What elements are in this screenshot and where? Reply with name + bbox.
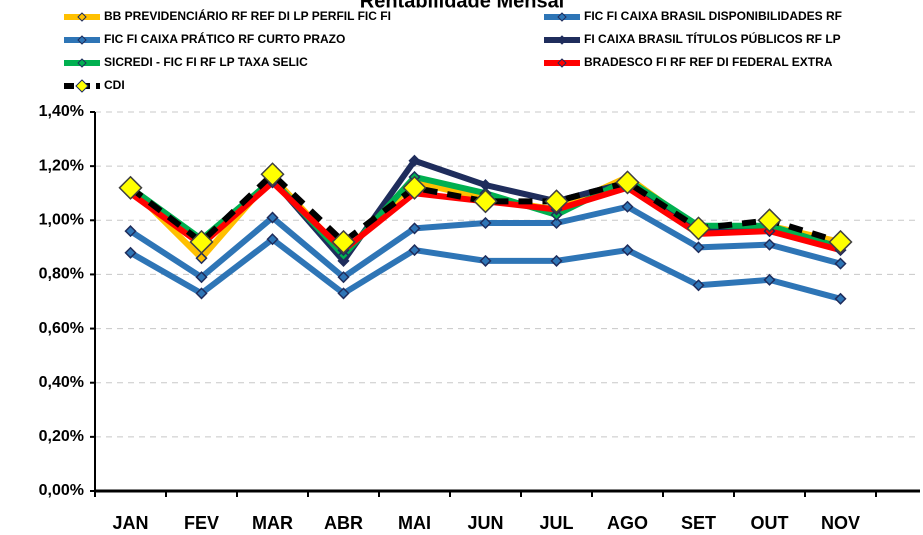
data-point [337, 271, 350, 284]
legend-label: BB PREVIDENCIÁRIO RF REF DI LP PERFIL FI… [104, 8, 391, 23]
y-tick-label: 0,60% [39, 320, 84, 337]
legend-label: CDI [104, 78, 125, 92]
legend-label: FIC FI CAIXA PRÁTICO RF CURTO PRAZO [104, 31, 345, 46]
data-point [195, 271, 208, 284]
x-tick-label: SET [681, 513, 716, 533]
data-point [408, 154, 421, 167]
data-point [828, 229, 853, 255]
data-point [479, 254, 492, 267]
legend-marker [77, 58, 87, 68]
data-point [118, 175, 143, 200]
x-tick-label: FEV [184, 513, 219, 533]
y-tick-label: 0,00% [39, 482, 84, 499]
y-tick-label: 0,80% [39, 266, 84, 283]
data-point [615, 170, 640, 195]
data-point [266, 211, 279, 224]
data-point [763, 238, 776, 251]
data-point [260, 162, 285, 187]
data-point [692, 241, 705, 254]
x-tick-label: AGO [607, 513, 648, 533]
data-point [621, 200, 634, 213]
data-point [337, 287, 350, 300]
legend-label: FI CAIXA BRASIL TÍTULOS PÚBLICOS RF LP [584, 31, 841, 46]
data-point [189, 229, 214, 255]
y-tick-label: 1,40% [39, 103, 84, 120]
data-point [834, 257, 847, 270]
data-point [834, 292, 847, 305]
data-point [124, 246, 137, 259]
x-tick-label: NOV [821, 513, 860, 533]
x-tick-label: ABR [324, 513, 363, 533]
legend-marker [77, 35, 87, 45]
data-point [550, 216, 563, 230]
data-point [124, 225, 137, 238]
data-point [408, 222, 421, 235]
x-tick-label: JUN [467, 513, 503, 533]
x-tick-label: JUL [539, 513, 573, 533]
data-point [402, 175, 427, 200]
legend-marker [77, 12, 87, 22]
x-tick-label: MAR [252, 513, 293, 533]
legend-marker [557, 58, 567, 68]
legend-label: BRADESCO FI RF REF DI FEDERAL EXTRA [584, 55, 833, 69]
data-point [757, 208, 782, 233]
legend-marker [557, 12, 567, 22]
legend-label: SICREDI - FIC FI RF LP TAXA SELIC [104, 55, 308, 69]
data-point [621, 244, 634, 257]
legend-marker [75, 79, 89, 93]
x-tick-label: JAN [112, 513, 148, 533]
y-tick-label: 0,20% [39, 428, 84, 445]
data-point [763, 273, 776, 286]
y-tick-label: 1,20% [39, 157, 84, 174]
data-point [479, 216, 492, 230]
data-point [473, 189, 498, 214]
series-line [128, 171, 842, 245]
legend-label: FIC FI CAIXA BRASIL DISPONIBILIDADES RF [584, 9, 842, 23]
data-point [550, 254, 563, 267]
data-point [331, 229, 356, 255]
chart-title: Rentabilidade Mensal [360, 0, 565, 12]
data-point [266, 233, 279, 246]
y-tick-label: 1,00% [39, 212, 84, 229]
x-tick-label: MAI [398, 513, 431, 533]
data-point [544, 189, 569, 214]
data-point [686, 216, 711, 241]
data-point [195, 287, 208, 300]
data-point [692, 279, 705, 292]
data-point [408, 244, 421, 257]
legend-marker [557, 35, 567, 45]
y-tick-label: 0,40% [39, 374, 84, 391]
x-tick-label: OUT [751, 513, 789, 533]
data-point [195, 252, 208, 265]
